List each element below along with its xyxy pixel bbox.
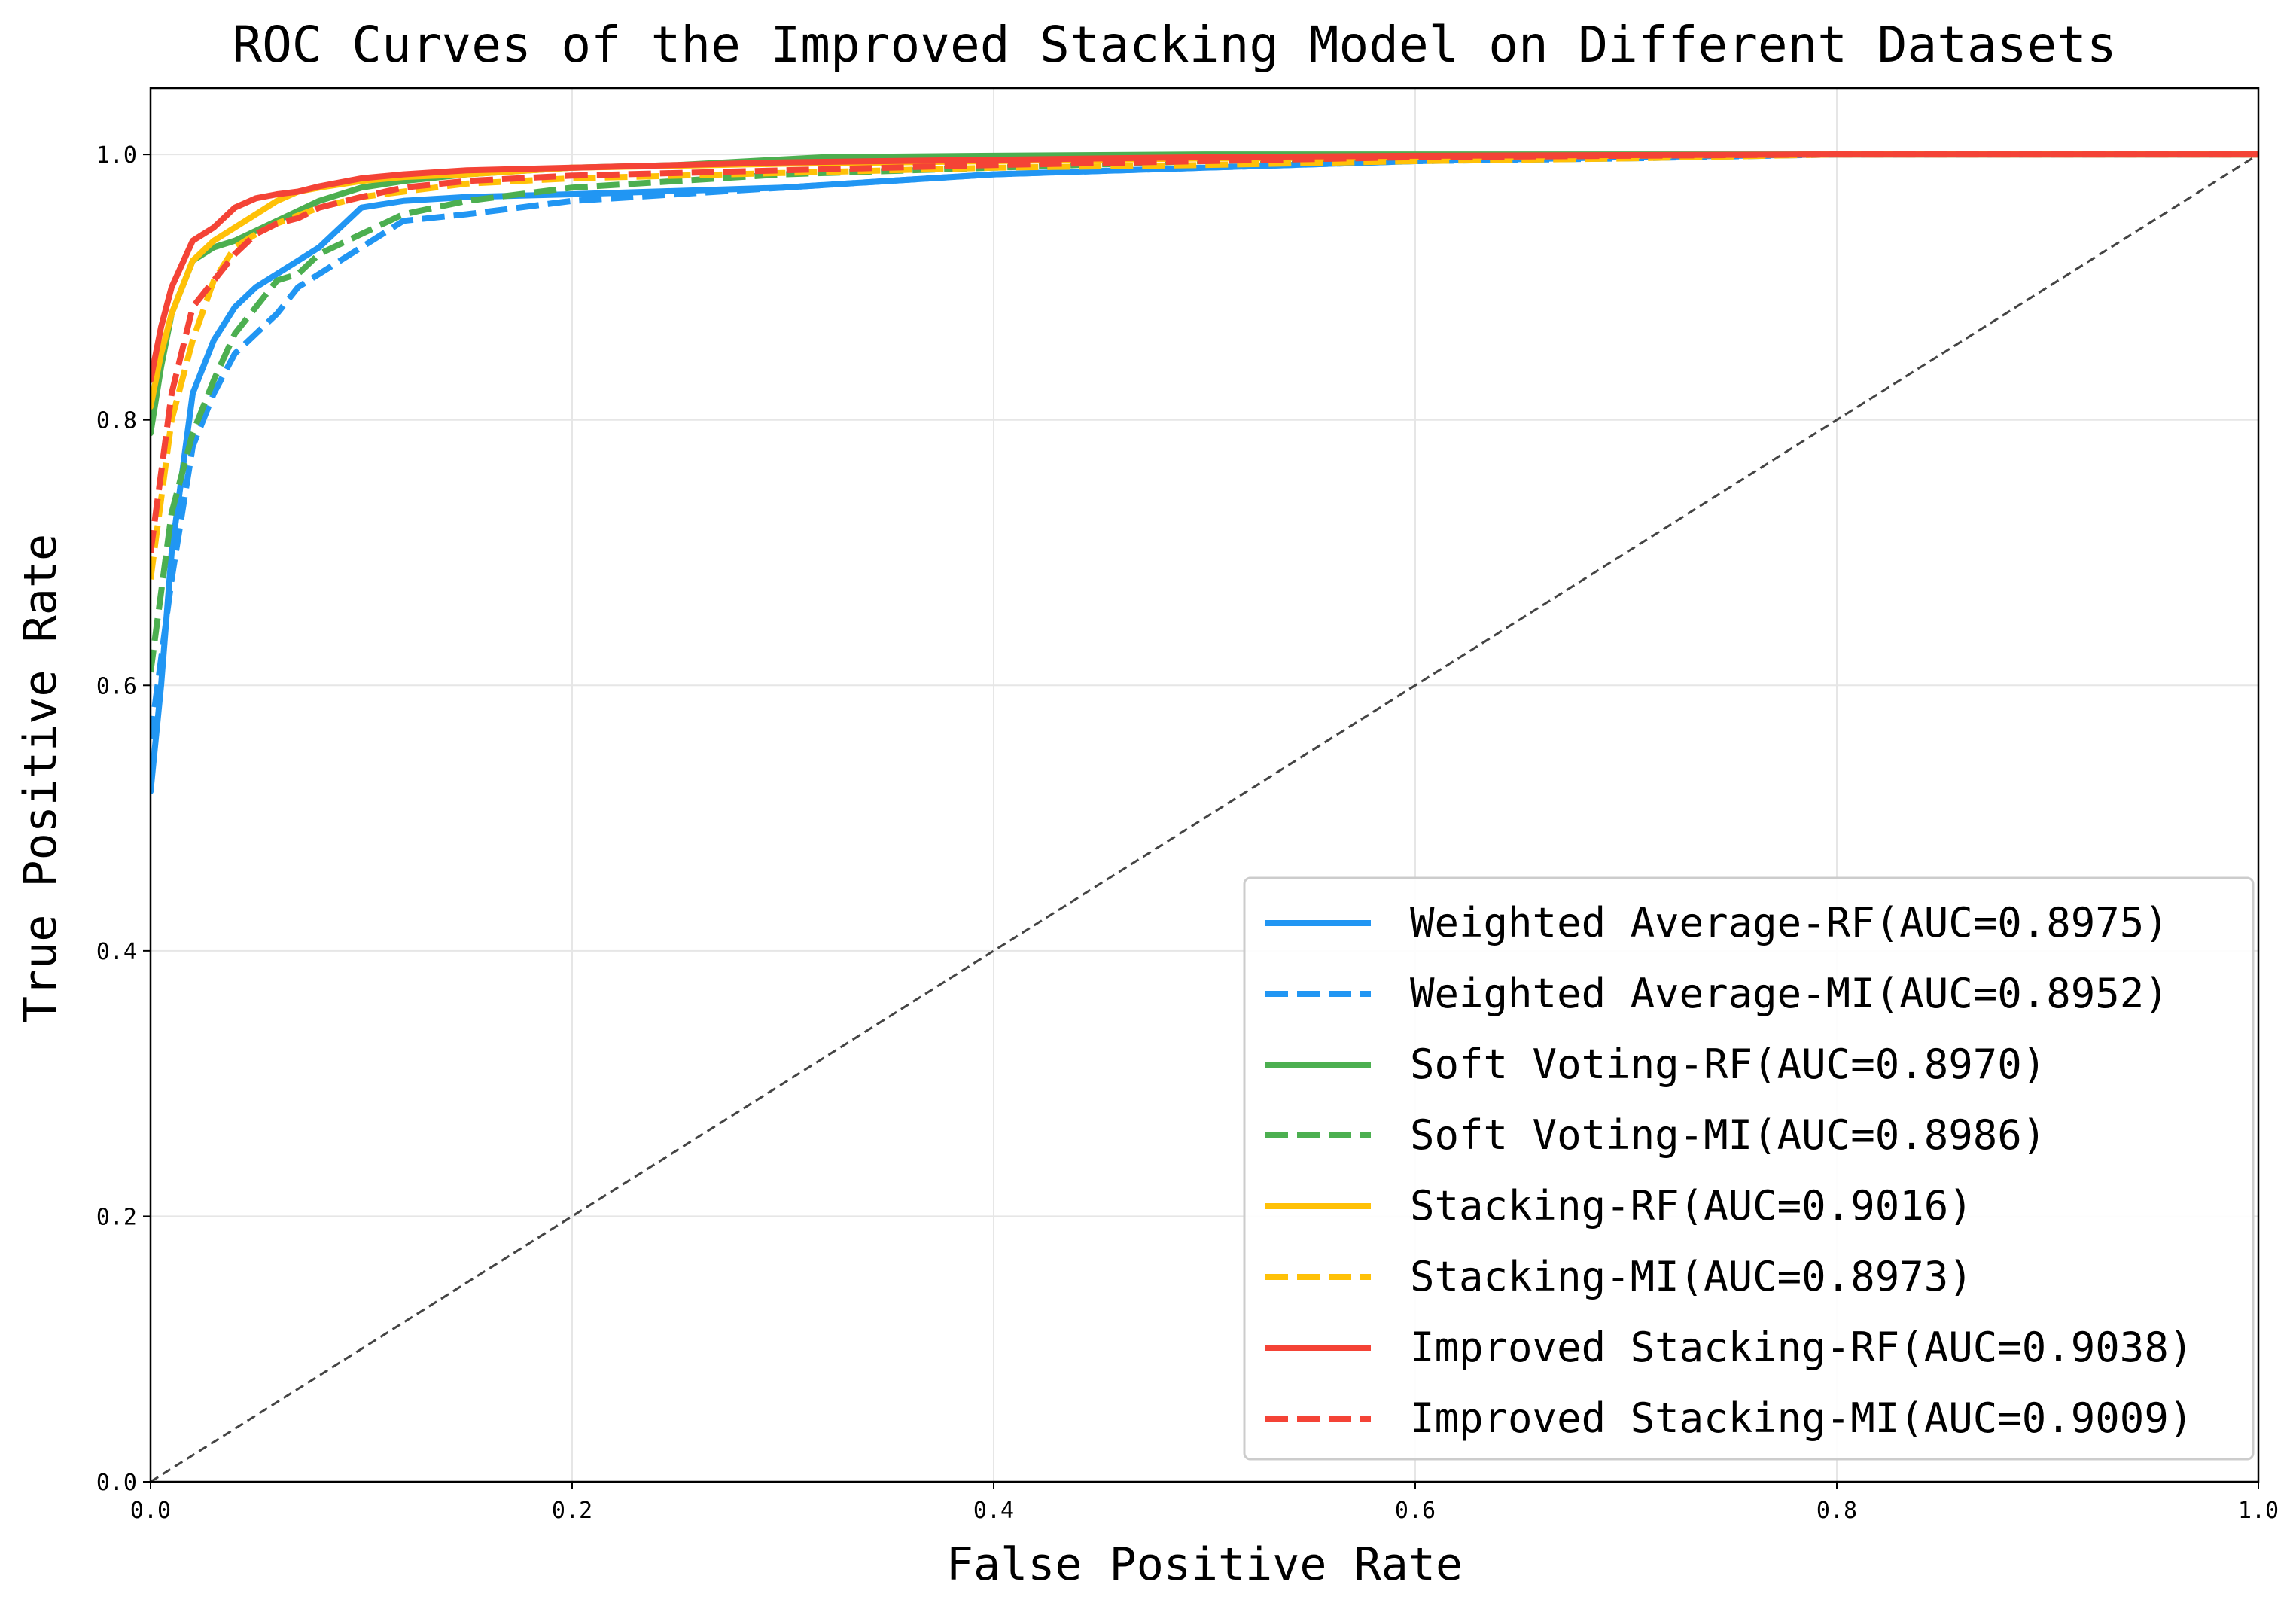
y-axis-label: True Positive Rate: [14, 534, 67, 1023]
legend-entry-label: Soft Voting-RF(AUC=0.8970): [1410, 1041, 2046, 1088]
legend-entry-label: Stacking-MI(AUC=0.8973): [1410, 1253, 1973, 1300]
reference-diagonal-line: [150, 153, 2259, 1483]
x-axis-label: False Positive Rate: [946, 1538, 1463, 1591]
series-lines: [151, 151, 2258, 795]
legend-box: [1243, 876, 2255, 1461]
x-tick-label: 0.8: [1816, 1498, 1857, 1524]
series-line-6: [151, 151, 2258, 580]
x-tick-label: 1.0: [2238, 1498, 2279, 1524]
x-tick-label: 0.6: [1395, 1498, 1436, 1524]
legend-entry-label: Improved Stacking-RF(AUC=0.9038): [1410, 1324, 2193, 1371]
axis-ticks: 0.0 0.2 0.4 0.6 0.8 1.0 0.0 0.2 0.4 0.6 0.8 1.0: [96, 142, 2279, 1524]
y-tick-label: 0.4: [96, 939, 137, 965]
legend-entry-label: Stacking-RF(AUC=0.9016): [1410, 1182, 1973, 1230]
x-tick-label: 0.4: [973, 1498, 1014, 1524]
y-tick-label: 1.0: [96, 142, 137, 169]
series-line-8: [151, 151, 2258, 553]
legend-entry-label: Improved Stacking-MI(AUC=0.9009): [1410, 1394, 2193, 1442]
reference-diagonal: [150, 153, 2259, 1483]
y-tick-label: 0.0: [96, 1470, 137, 1496]
legend-entry-label: Weighted Average-RF(AUC=0.8975): [1410, 899, 2169, 946]
legend-entry-label: Weighted Average-MI(AUC=0.8952): [1410, 970, 2169, 1017]
legend: Weighted Average-RF(AUC=0.8975) Weighted …: [1243, 876, 2255, 1461]
y-tick-label: 0.6: [96, 673, 137, 699]
x-tick-label: 0.0: [130, 1498, 171, 1524]
y-tick-label: 0.2: [96, 1204, 137, 1230]
y-tick-label: 0.8: [96, 408, 137, 434]
legend-entry-label: Soft Voting-MI(AUC=0.8986): [1410, 1111, 2046, 1159]
series-line-7: [151, 151, 2258, 383]
chart-title: ROC Curves of the Improved Stacking Mode…: [232, 16, 2116, 74]
x-tick-label: 0.2: [552, 1498, 592, 1524]
grid: [150, 88, 2259, 1483]
plot-frame: [149, 87, 2260, 1483]
